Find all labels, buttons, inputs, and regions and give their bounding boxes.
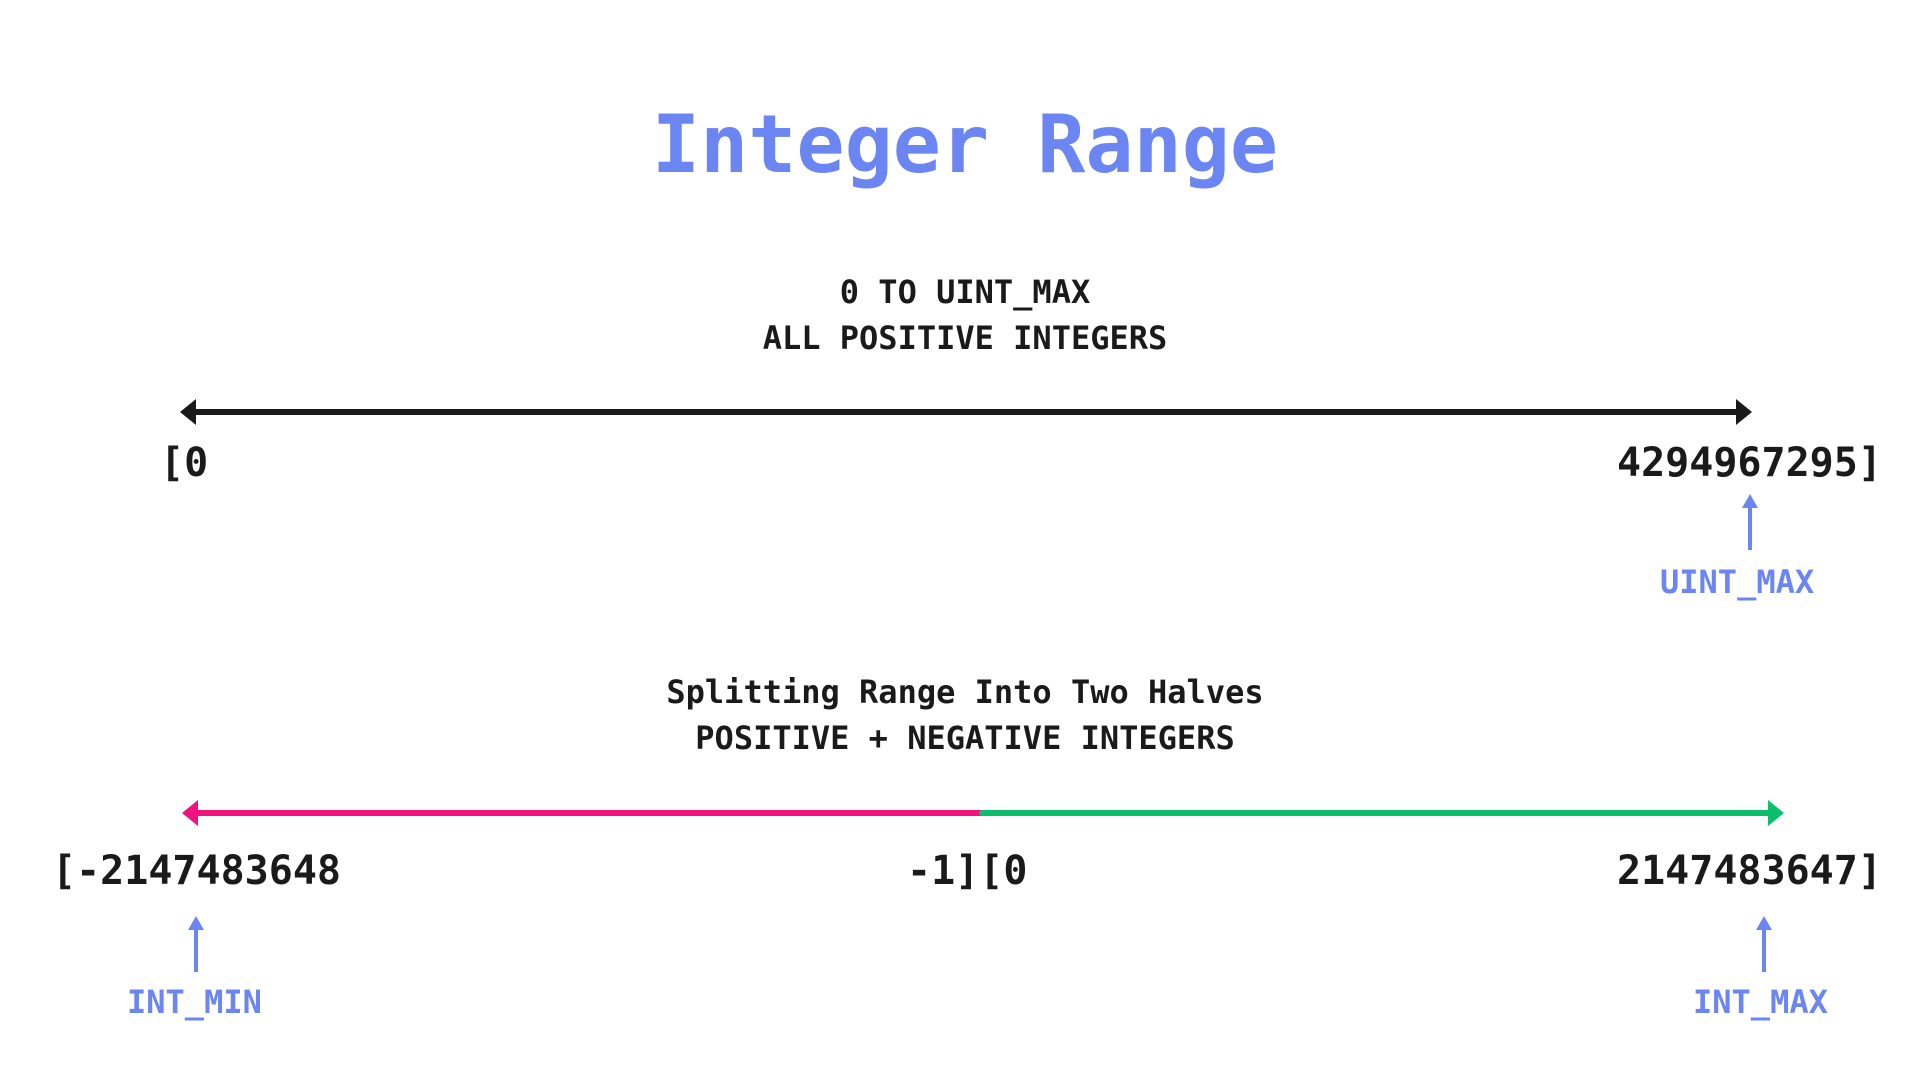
unsigned-end-label: 4294967295] xyxy=(1617,440,1882,486)
negative-half-line xyxy=(182,800,985,826)
int-max-marker: INT_MAX xyxy=(1693,983,1828,1021)
uint-max-pointer-arrow xyxy=(1742,494,1758,550)
signed-mid-label: -1][0 xyxy=(907,848,1028,894)
signed-end-label: 2147483647] xyxy=(1617,848,1882,894)
negative-left-arrowhead xyxy=(182,800,198,826)
unsigned-left-arrowhead xyxy=(180,399,196,425)
positive-half-line xyxy=(979,800,1784,826)
int-min-pointer-arrow xyxy=(188,916,204,972)
unsigned-caption-line1: 0 TO UINT_MAX xyxy=(839,273,1091,311)
unsigned-caption-line2: ALL POSITIVE INTEGERS xyxy=(762,319,1168,357)
positive-right-arrowhead xyxy=(1768,800,1784,826)
unsigned-number-line xyxy=(180,399,1752,425)
uint-max-marker: UINT_MAX xyxy=(1660,563,1815,601)
int-max-pointer-arrow xyxy=(1756,916,1772,972)
signed-start-label: [-2147483648 xyxy=(52,848,341,894)
signed-caption-line2: POSITIVE + NEGATIVE INTEGERS xyxy=(695,719,1235,757)
unsigned-right-arrowhead xyxy=(1736,399,1752,425)
diagram-title: Integer Range xyxy=(651,98,1279,191)
signed-caption-line1: Splitting Range Into Two Halves xyxy=(666,673,1264,711)
unsigned-start-label: [0 xyxy=(160,440,209,486)
int-min-marker: INT_MIN xyxy=(127,983,262,1021)
